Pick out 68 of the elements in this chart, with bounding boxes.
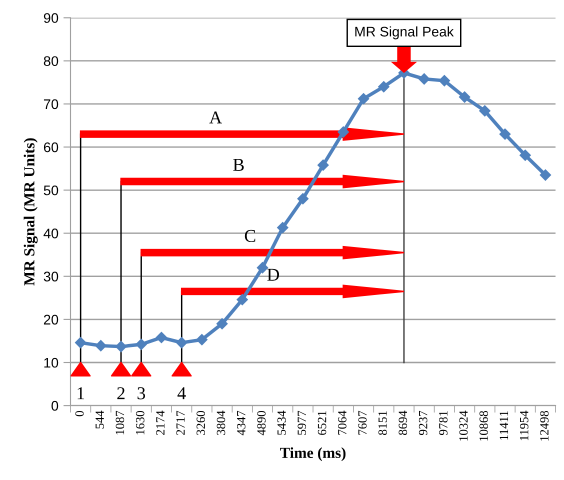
ref-line-label: MR Signal Peak	[355, 26, 454, 40]
x-tick-label: 5977	[298, 410, 306, 435]
point	[156, 332, 168, 344]
point	[236, 294, 248, 306]
y-axis-title: MR Signal (MR Units)	[24, 138, 38, 286]
x-tick-label: 2717	[176, 410, 185, 435]
point	[499, 128, 511, 140]
point	[115, 340, 127, 352]
point	[540, 169, 552, 181]
point	[75, 337, 86, 348]
x-tick-label: 1630	[136, 410, 144, 434]
point	[95, 340, 106, 352]
y-tick-label: 50	[44, 185, 58, 196]
x-tick-label: 3804	[216, 410, 226, 435]
annotation: D	[267, 268, 280, 281]
x-tick-label: 9781	[439, 411, 448, 436]
annotation: 3	[138, 387, 146, 400]
y-tick-label: 40	[44, 228, 58, 238]
annotation: 4	[177, 387, 186, 400]
annotation: 2	[117, 387, 125, 400]
point	[256, 262, 268, 274]
point	[479, 105, 490, 116]
x-axis-title: Time (ms)	[280, 447, 346, 462]
point	[216, 318, 228, 330]
point	[176, 337, 188, 348]
annotation: C	[244, 230, 256, 242]
x-tick-label: 544	[96, 410, 104, 428]
x-tick-label: 10324	[459, 410, 468, 441]
point	[438, 75, 450, 86]
point	[277, 222, 288, 234]
point	[338, 126, 349, 138]
x-tick-label: 1087	[116, 410, 124, 434]
point	[520, 150, 531, 161]
x-tick-label: 4347	[237, 410, 246, 436]
y-tick-label: 10	[44, 358, 58, 368]
x-tick-label: 3260	[196, 410, 205, 435]
annotation: 1	[78, 387, 84, 400]
point	[196, 334, 208, 346]
point	[318, 160, 329, 171]
point	[458, 91, 470, 103]
x-tick-label: 12498	[540, 410, 549, 441]
point	[378, 81, 390, 92]
x-tick-label: 5434	[277, 410, 286, 435]
y-tick-label: 70	[44, 99, 58, 110]
y-tick-label: 0	[52, 400, 58, 411]
x-tick-label: 8151	[378, 411, 387, 435]
point	[418, 73, 430, 85]
point	[358, 93, 370, 104]
point	[136, 338, 147, 350]
annotation: B	[233, 158, 244, 171]
x-tick-label: 9237	[418, 410, 428, 436]
x-tick-label: 11411	[500, 411, 508, 440]
annotation: A	[209, 111, 222, 124]
y-tick-label: 20	[44, 314, 58, 325]
x-tick-label: 4890	[257, 410, 266, 436]
y-tick-label: 30	[44, 272, 58, 282]
y-tick-label: 80	[44, 56, 58, 66]
x-tick-label: 11954	[520, 410, 528, 440]
x-tick-label: 0	[75, 410, 84, 416]
y-tick-label: 60	[44, 142, 58, 152]
y-tick-label: 90	[44, 13, 58, 23]
x-tick-label: 8694	[398, 410, 408, 435]
point	[297, 193, 309, 204]
x-tick-label: 6521	[318, 411, 326, 435]
x-tick-label: 7607	[358, 410, 367, 435]
x-tick-label: 10868	[480, 410, 488, 441]
x-tick-label: 7064	[338, 410, 346, 435]
x-tick-label: 2174	[156, 410, 164, 435]
